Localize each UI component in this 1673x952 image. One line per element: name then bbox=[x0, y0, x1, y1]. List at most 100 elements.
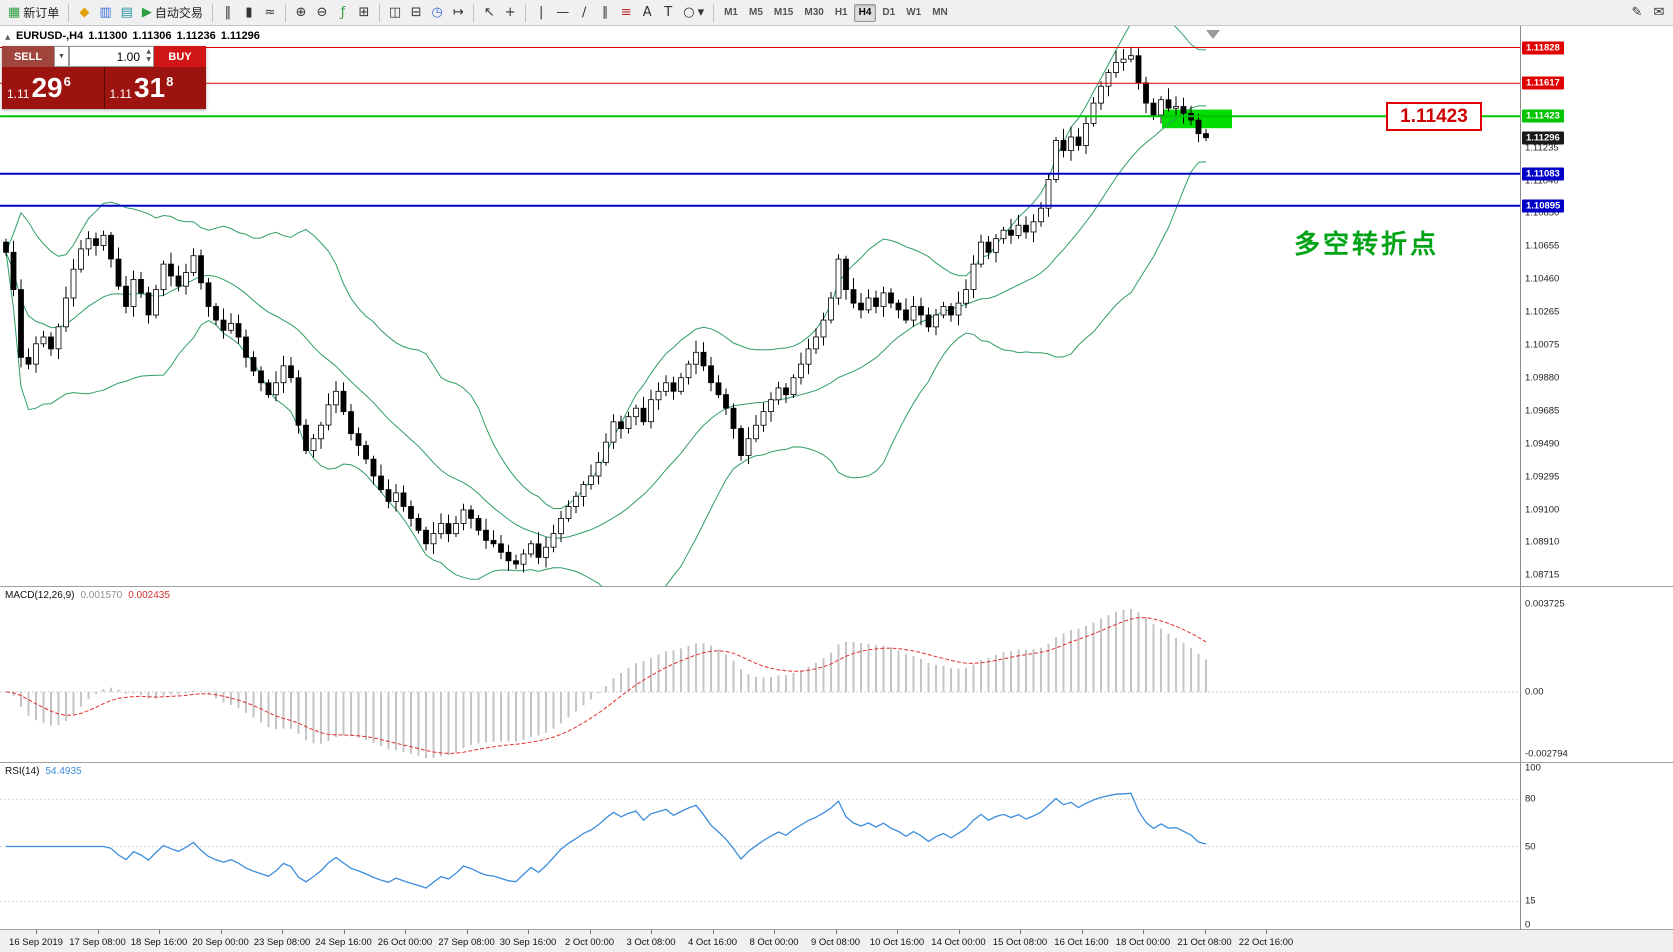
new-order-icon: ▦ bbox=[8, 5, 21, 20]
rsi-indicator-panel[interactable] bbox=[0, 763, 1520, 929]
price-scale[interactable]: 1.11235 1.11040 1.10850 1.10655 1.10460 1.102… bbox=[1520, 26, 1673, 931]
zoom-out-icon: ⊖ bbox=[316, 5, 328, 20]
timeframe-h4-button[interactable]: H4 bbox=[853, 3, 877, 22]
timeframe-m30-button[interactable]: M30 bbox=[799, 4, 828, 22]
horizontal-line-button[interactable]: — bbox=[552, 3, 573, 23]
time-axis-label: 16 Oct 16:00 bbox=[1054, 937, 1109, 948]
cursor-button[interactable]: ↖ bbox=[479, 3, 499, 23]
price-tick-label: 1.08910 bbox=[1525, 536, 1560, 548]
vertical-line-button[interactable]: | bbox=[531, 3, 551, 23]
market-watch-button[interactable]: ▥ bbox=[95, 3, 115, 23]
price-line-tag: 1.11828 bbox=[1522, 41, 1564, 55]
feedback-button[interactable]: ✉ bbox=[1649, 3, 1669, 23]
symbols-button[interactable]: ◆ bbox=[74, 3, 94, 23]
time-axis-label: 22 Oct 16:00 bbox=[1238, 937, 1294, 948]
chinese-annotation[interactable]: 多空转折点 bbox=[1294, 229, 1440, 259]
price-line-tag: 1.11423 bbox=[1522, 109, 1564, 123]
new-order-label: 新订单 bbox=[23, 6, 60, 20]
macd-indicator-panel[interactable] bbox=[0, 587, 1520, 762]
macd-name: MACD(12,26,9) bbox=[5, 590, 75, 601]
bid-prefix: 1.11 bbox=[7, 86, 30, 101]
timeframe-d1-button[interactable]: D1 bbox=[877, 4, 900, 22]
panel-toggle-icon[interactable]: ▲ bbox=[5, 33, 11, 41]
timeframe-mn-button[interactable]: MN bbox=[927, 4, 953, 22]
volume-spinner[interactable]: ▲ ▼ bbox=[146, 48, 151, 63]
indicators-button[interactable]: ƒ bbox=[333, 3, 353, 23]
autotrading-play-icon: ▶ bbox=[141, 5, 152, 20]
timeframe-m15-button[interactable]: M15 bbox=[769, 4, 798, 22]
chart-shift-icon: ↦ bbox=[452, 5, 464, 20]
timeframe-w1-button[interactable]: W1 bbox=[901, 4, 926, 22]
auto-scroll-button[interactable]: ◷ bbox=[427, 3, 447, 23]
current-price-tag: 1.11296 bbox=[1522, 131, 1564, 145]
candlestick-chart[interactable] bbox=[0, 26, 1520, 586]
quote-low: 1.11236 bbox=[176, 30, 216, 42]
autotrading-button[interactable]: ▶ 自动交易 bbox=[138, 3, 207, 23]
auto-scroll-clock-icon: ◷ bbox=[431, 5, 443, 20]
time-axis-label: 14 Oct 00:00 bbox=[931, 937, 986, 948]
message-icon: ✉ bbox=[1653, 5, 1665, 20]
crosshair-button[interactable]: + bbox=[500, 3, 520, 23]
text-label-icon: T bbox=[664, 5, 673, 20]
price-tick-label: 1.10265 bbox=[1525, 306, 1560, 318]
data-window-icon: ▤ bbox=[120, 5, 133, 20]
quote-open: 1.11300 bbox=[88, 30, 128, 42]
rsi-line bbox=[6, 792, 1207, 889]
grid-button[interactable]: ⊞ bbox=[354, 3, 374, 23]
edit-button[interactable]: ✎ bbox=[1627, 3, 1647, 23]
toolbar-separator bbox=[525, 3, 527, 22]
macd-value: 0.001570 bbox=[80, 590, 123, 601]
ask-pip-digit: 8 bbox=[166, 74, 174, 89]
rsi-scale-label: 100 bbox=[1525, 762, 1541, 774]
ask-price-button[interactable]: 1.11 31 8 bbox=[103, 67, 207, 109]
chart-shift-button[interactable]: ↦ bbox=[448, 3, 468, 23]
indicators-icon: ƒ bbox=[340, 5, 346, 20]
volume-dropdown[interactable]: ▼ bbox=[54, 46, 69, 67]
bar-chart-button[interactable]: ‖ bbox=[218, 3, 238, 23]
timeframe-h1-button[interactable]: H1 bbox=[830, 4, 853, 22]
price-callout[interactable]: 1.11423 bbox=[1386, 102, 1482, 131]
panel-separator[interactable] bbox=[0, 762, 1673, 763]
time-axis-label: 17 Sep 08:00 bbox=[69, 937, 126, 948]
trendline-button[interactable]: ∕ bbox=[574, 3, 594, 23]
toolbar-separator bbox=[713, 3, 715, 22]
new-order-button[interactable]: ▦ 新订单 bbox=[4, 3, 63, 23]
panel-separator[interactable] bbox=[0, 586, 1673, 587]
bar-chart-icon: ‖ bbox=[224, 5, 232, 20]
volume-input[interactable]: 1.00 ▲ ▼ bbox=[69, 46, 154, 67]
time-axis[interactable]: 16 Sep 2019 17 Sep 08:00 18 Sep 16:00 20 Se… bbox=[0, 930, 1673, 952]
highlight-rectangle bbox=[1162, 109, 1232, 129]
crosshair-icon: + bbox=[504, 5, 516, 20]
timeframe-m5-button[interactable]: M5 bbox=[744, 4, 768, 22]
candlestick-chart-button[interactable]: ▮ bbox=[239, 3, 259, 23]
text-label-button[interactable]: T bbox=[658, 3, 678, 23]
sell-button[interactable]: SELL bbox=[2, 46, 54, 67]
rsi-value: 54.4935 bbox=[45, 766, 82, 777]
candlestick-chart-icon: ▮ bbox=[245, 5, 253, 20]
shapes-button[interactable]: ○ ▾ bbox=[679, 3, 708, 23]
price-tick-label: 1.10460 bbox=[1525, 273, 1560, 285]
rsi-scale-label: 50 bbox=[1525, 841, 1536, 852]
timeframe-m1-button[interactable]: M1 bbox=[719, 4, 743, 22]
bid-price-button[interactable]: 1.11 29 6 bbox=[2, 67, 104, 109]
chart-shift-marker bbox=[1206, 30, 1220, 39]
bid-big-digits: 29 bbox=[31, 72, 63, 103]
rsi-scale-label: 0 bbox=[1525, 919, 1531, 931]
pencil-icon: ✎ bbox=[1631, 5, 1643, 20]
buy-button[interactable]: BUY bbox=[154, 46, 206, 67]
cascade-windows-button[interactable]: ⊟ bbox=[406, 3, 426, 23]
channel-button[interactable]: ∥ bbox=[595, 3, 615, 23]
zoom-in-button[interactable]: ⊕ bbox=[291, 3, 311, 23]
text-button[interactable]: A bbox=[637, 3, 657, 23]
symbols-icon: ◆ bbox=[79, 5, 90, 20]
time-axis-label: 2 Oct 00:00 bbox=[564, 937, 615, 948]
line-chart-button[interactable]: ≈ bbox=[260, 3, 280, 23]
price-tick-label: 1.09490 bbox=[1525, 438, 1560, 450]
macd-signal-value: 0.002435 bbox=[128, 590, 170, 601]
volume-value: 1.00 bbox=[116, 49, 140, 64]
fibonacci-button[interactable]: ≡ bbox=[616, 3, 636, 23]
tile-windows-button[interactable]: ◫ bbox=[385, 3, 405, 23]
data-window-button[interactable]: ▤ bbox=[117, 3, 137, 23]
channel-icon: ∥ bbox=[601, 5, 609, 20]
zoom-out-button[interactable]: ⊖ bbox=[312, 3, 332, 23]
